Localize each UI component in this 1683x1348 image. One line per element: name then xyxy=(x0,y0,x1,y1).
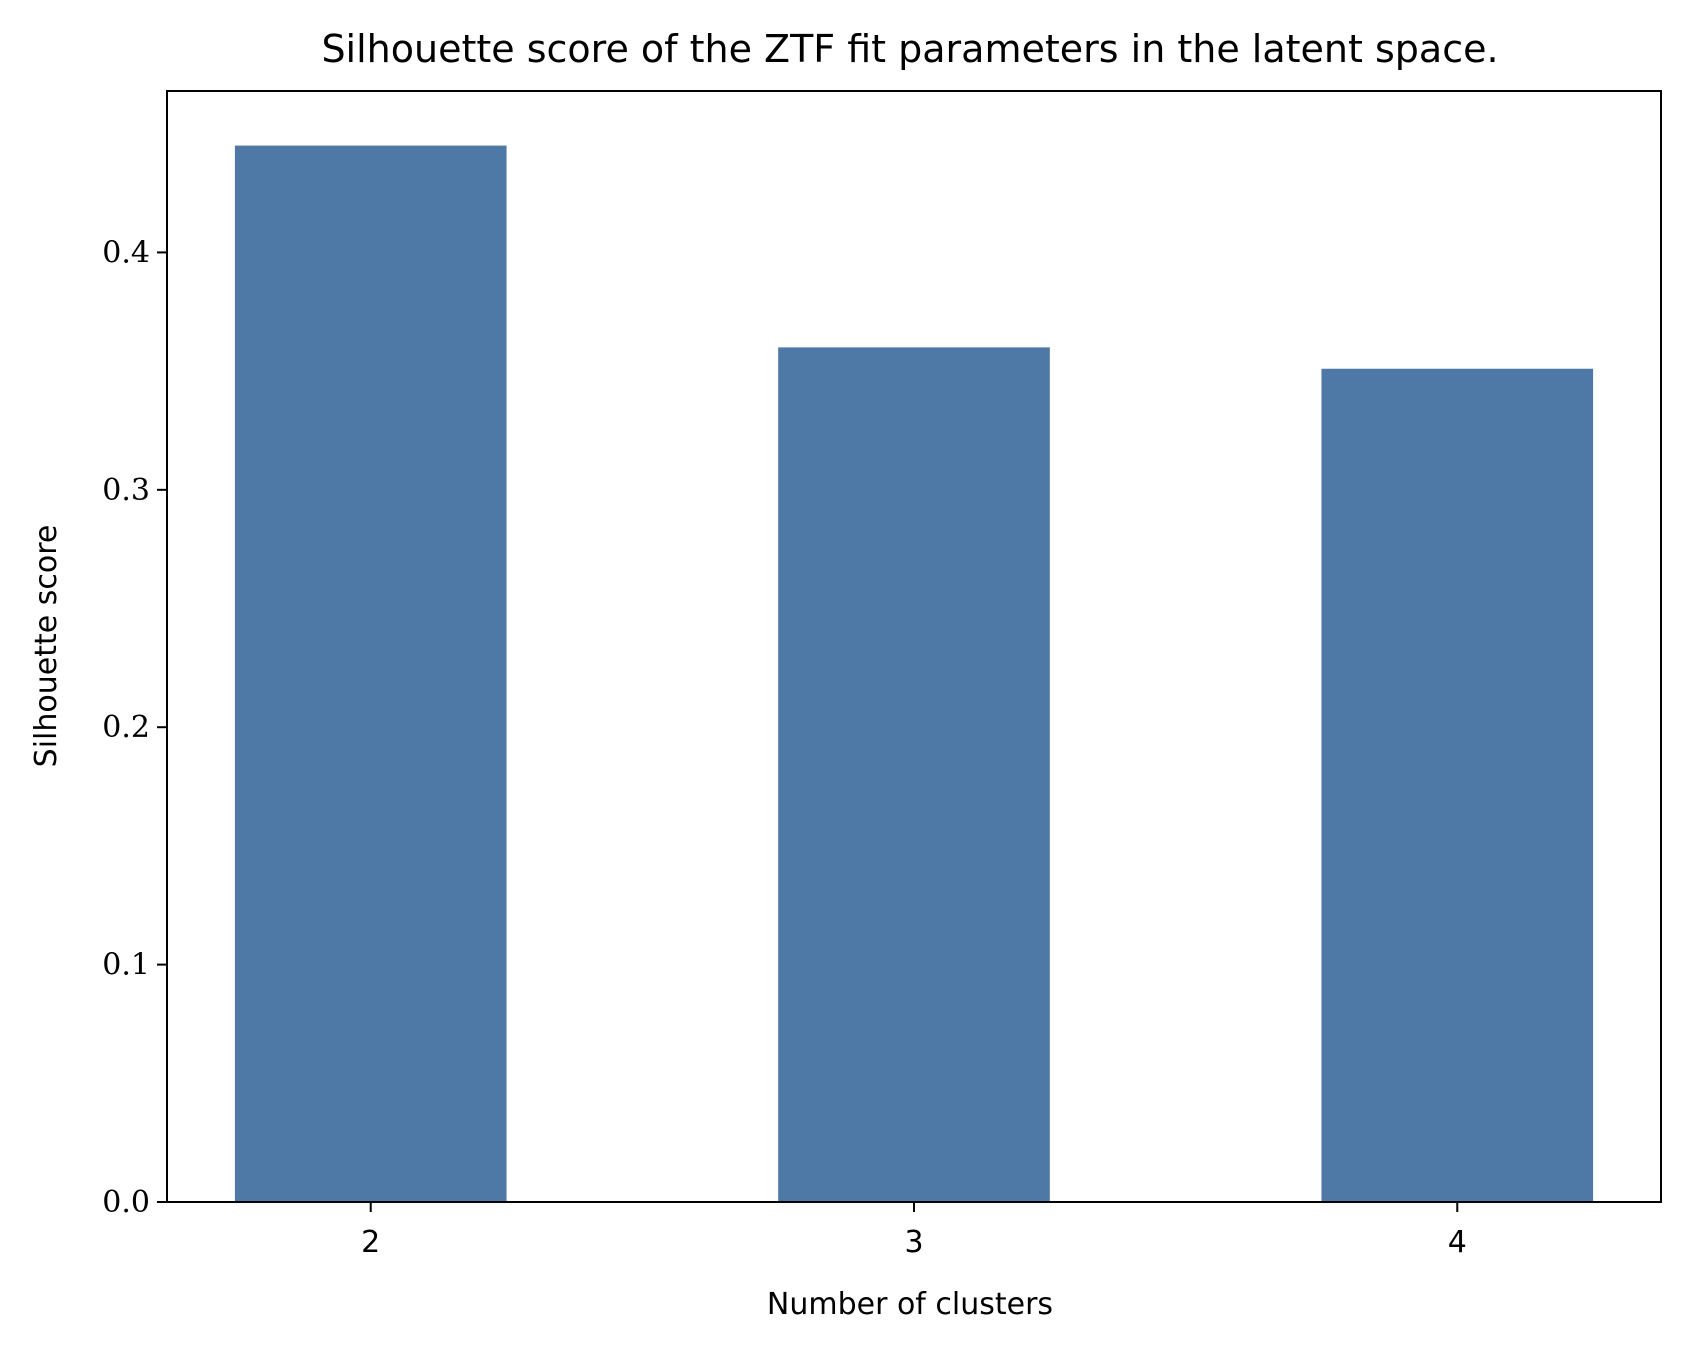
chart-title: Silhouette score of the ZTF fit paramete… xyxy=(321,27,1498,71)
y-tick-label: 0.3 xyxy=(102,473,150,508)
bars-group xyxy=(234,145,1594,1202)
x-tick-label: 3 xyxy=(904,1225,923,1260)
y-tick-label: 0.1 xyxy=(102,948,150,983)
y-tick-label: 0.2 xyxy=(102,710,150,745)
bar-4 xyxy=(1321,368,1594,1202)
bar-2 xyxy=(234,145,507,1202)
x-tick-label: 4 xyxy=(1448,1225,1467,1260)
y-axis: 0.0 0.1 0.2 0.3 0.4 xyxy=(102,235,167,1220)
x-tick-label: 2 xyxy=(361,1225,380,1260)
y-tick-label: 0.4 xyxy=(102,235,150,270)
x-axis: 2 3 4 xyxy=(361,1202,1467,1260)
x-axis-label: Number of clusters xyxy=(767,1287,1053,1322)
y-tick-label: 0.0 xyxy=(102,1185,150,1220)
y-axis-label: Silhouette score xyxy=(29,525,64,768)
bar-3 xyxy=(778,347,1050,1202)
